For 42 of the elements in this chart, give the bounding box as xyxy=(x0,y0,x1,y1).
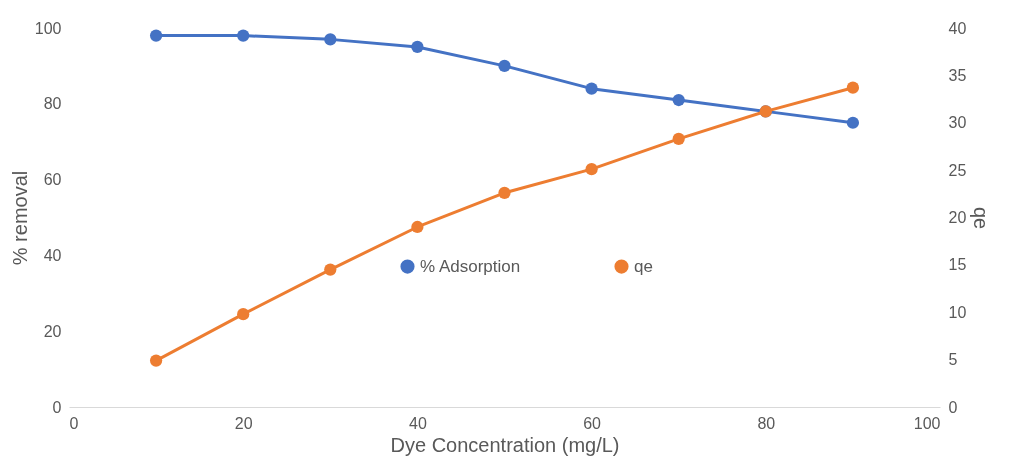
point xyxy=(585,163,598,176)
y2-tick-label: 15 xyxy=(948,256,967,274)
y-tick-label: 80 xyxy=(43,95,62,113)
legend-label: % Adsorption xyxy=(420,256,521,276)
y-tick-label: 0 xyxy=(52,398,62,416)
x-tick-label: 0 xyxy=(69,414,79,432)
x-axis-title: Dye Concentration (mg/L) xyxy=(390,433,620,456)
y2-tick-label: 35 xyxy=(948,66,967,84)
point xyxy=(498,186,511,199)
y2-tick-label: 10 xyxy=(948,303,967,321)
x-tick-label: 100 xyxy=(913,414,941,432)
point xyxy=(237,29,250,42)
point xyxy=(149,354,163,367)
y2-tick-label: 5 xyxy=(948,351,958,369)
point xyxy=(237,308,250,321)
point xyxy=(324,33,337,46)
y-tick-label: 40 xyxy=(43,246,62,264)
y2-axis-title: qe xyxy=(970,206,993,230)
point xyxy=(411,40,424,54)
y2-tick-label: 0 xyxy=(948,398,958,416)
y-tick-label: 100 xyxy=(34,19,62,37)
point xyxy=(846,81,860,94)
x-tick-label: 20 xyxy=(234,414,253,432)
point xyxy=(411,220,424,234)
x-tick-label: 40 xyxy=(409,414,427,432)
y-tick-label: 60 xyxy=(43,171,62,189)
y-tick-label: 20 xyxy=(43,322,62,340)
x-tick-label: 80 xyxy=(757,414,776,432)
point xyxy=(498,59,511,73)
legend-label: qe xyxy=(634,256,653,276)
x-tick-label: 60 xyxy=(583,414,602,432)
y2-tick-label: 30 xyxy=(948,114,967,132)
point xyxy=(149,29,163,42)
y-axis-title: % removal xyxy=(8,170,31,266)
point xyxy=(672,132,685,145)
point xyxy=(672,93,685,107)
point xyxy=(324,263,337,276)
y2-tick-label: 20 xyxy=(948,209,967,226)
y2-tick-label: 25 xyxy=(948,161,967,179)
point xyxy=(846,116,860,129)
point xyxy=(585,82,598,95)
y2-tick-label: 40 xyxy=(948,19,967,37)
